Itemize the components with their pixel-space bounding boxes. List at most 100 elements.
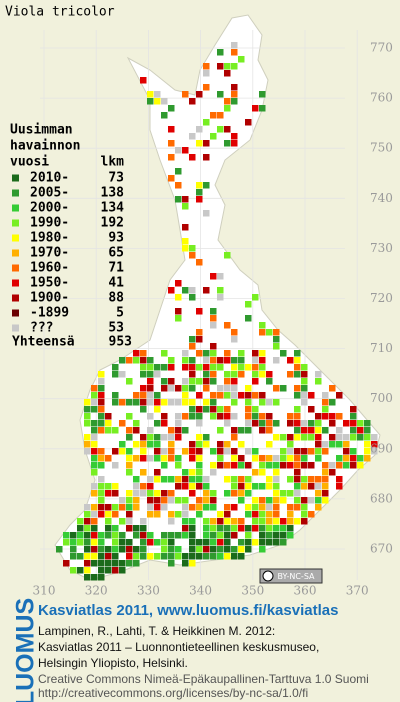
observation-square	[287, 462, 294, 469]
observation-square	[147, 553, 154, 560]
observation-square	[245, 413, 252, 420]
legend-label: 2005-	[30, 186, 69, 201]
observation-square	[315, 413, 322, 420]
observation-square	[238, 497, 245, 504]
observation-square	[224, 490, 231, 497]
observation-square	[189, 98, 196, 105]
observation-square	[259, 105, 266, 112]
observation-square	[273, 532, 280, 539]
observation-square	[203, 490, 210, 497]
observation-square	[252, 469, 259, 476]
observation-square	[133, 357, 140, 364]
observation-square	[343, 441, 350, 448]
legend-label: 2000-	[30, 201, 69, 216]
observation-square	[301, 378, 308, 385]
citation: Kasviatlas 2011 – Luonnontieteellinen ke…	[38, 640, 319, 654]
legend-label: 1900-	[30, 291, 69, 306]
observation-square	[210, 322, 217, 329]
observation-square	[140, 525, 147, 532]
observation-square	[259, 469, 266, 476]
observation-square	[84, 511, 91, 518]
observation-square	[322, 476, 329, 483]
y-tick-label: 730	[370, 241, 393, 255]
observation-square	[98, 497, 105, 504]
observation-square	[217, 518, 224, 525]
observation-square	[231, 329, 238, 336]
observation-square	[112, 504, 119, 511]
legend-label: -1899	[30, 306, 69, 321]
observation-square	[266, 441, 273, 448]
observation-square	[182, 504, 189, 511]
observation-square	[189, 245, 196, 252]
observation-square	[126, 399, 133, 406]
observation-square	[196, 91, 203, 98]
observation-square	[182, 392, 189, 399]
observation-square	[203, 140, 210, 147]
observation-square	[203, 504, 210, 511]
observation-square	[189, 336, 196, 343]
observation-square	[161, 504, 168, 511]
observation-square	[98, 574, 105, 581]
observation-square	[203, 119, 210, 126]
observation-square	[273, 483, 280, 490]
observation-square	[343, 462, 350, 469]
observation-square	[189, 455, 196, 462]
observation-square	[273, 385, 280, 392]
observation-square	[301, 511, 308, 518]
observation-square	[294, 476, 301, 483]
observation-square	[210, 469, 217, 476]
observation-square	[231, 399, 238, 406]
observation-square	[224, 441, 231, 448]
observation-square	[168, 455, 175, 462]
observation-square	[175, 434, 182, 441]
observation-square	[224, 385, 231, 392]
observation-square	[147, 413, 154, 420]
observation-square	[203, 476, 210, 483]
observation-square	[266, 378, 273, 385]
observation-square	[266, 371, 273, 378]
observation-square	[133, 441, 140, 448]
observation-square	[196, 308, 203, 315]
observation-square	[105, 483, 112, 490]
observation-square	[231, 413, 238, 420]
observation-square	[315, 378, 322, 385]
observation-square	[203, 385, 210, 392]
observation-square	[245, 525, 252, 532]
observation-square	[343, 420, 350, 427]
observation-square	[168, 140, 175, 147]
observation-square	[161, 539, 168, 546]
observation-square	[224, 378, 231, 385]
legend-label: 1980-	[30, 231, 69, 246]
observation-square	[105, 532, 112, 539]
observation-square	[133, 504, 140, 511]
observation-square	[322, 441, 329, 448]
observation-square	[196, 476, 203, 483]
observation-square	[350, 455, 357, 462]
observation-square	[280, 455, 287, 462]
y-tick-label: 690	[370, 441, 393, 455]
observation-square	[154, 434, 161, 441]
observation-square	[259, 525, 266, 532]
observation-square	[315, 504, 322, 511]
observation-square	[336, 455, 343, 462]
observation-square	[343, 448, 350, 455]
observation-square	[126, 553, 133, 560]
observation-square	[189, 469, 196, 476]
observation-square	[224, 140, 231, 147]
observation-square	[91, 399, 98, 406]
observation-square	[126, 539, 133, 546]
observation-square	[126, 560, 133, 567]
observation-square	[266, 532, 273, 539]
observation-square	[98, 511, 105, 518]
observation-square	[266, 420, 273, 427]
observation-square	[357, 420, 364, 427]
observation-square	[154, 392, 161, 399]
observation-square	[189, 483, 196, 490]
observation-square	[252, 518, 259, 525]
observation-square	[224, 525, 231, 532]
observation-square	[336, 483, 343, 490]
observation-square	[231, 476, 238, 483]
observation-square	[259, 518, 266, 525]
observation-square	[105, 413, 112, 420]
legend-count: 41	[108, 276, 124, 291]
